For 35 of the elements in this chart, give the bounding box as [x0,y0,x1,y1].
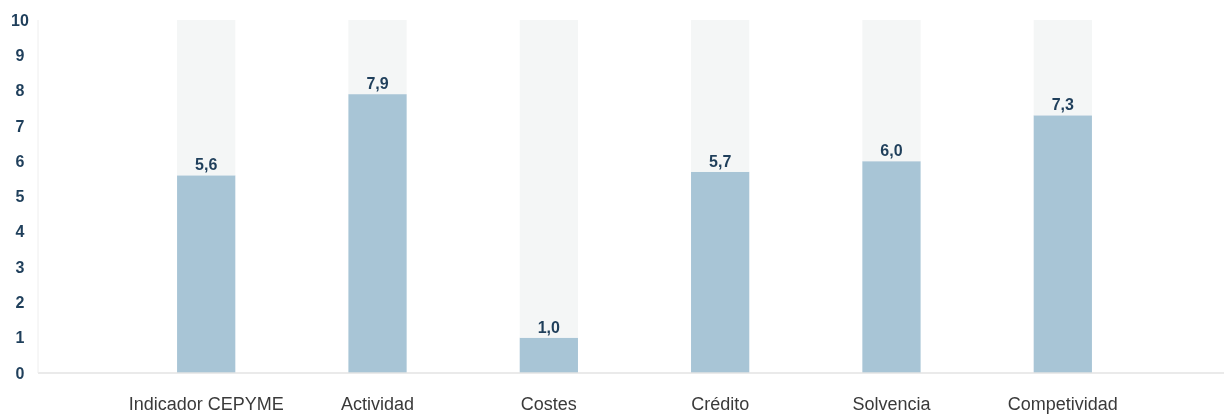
y-tick-label: 7 [15,117,25,135]
bar [177,175,236,373]
data-label: 6,0 [880,142,903,160]
bar [177,20,236,176]
y-tick-label: 6 [15,152,25,170]
y-tick-label: 2 [15,294,25,311]
data-label: 5,6 [195,156,218,174]
bar [691,171,750,373]
y-tick-label: 1 [15,329,25,347]
y-tick-label: 0 [15,364,25,382]
data-label: 7,3 [1051,96,1075,114]
data-label: 7,9 [366,75,389,93]
bar [691,20,750,172]
x-tick-label: Actividad [340,394,415,414]
bar [519,337,578,373]
bar [348,94,407,373]
data-label: 5,7 [709,152,732,170]
bar [862,161,921,373]
x-tick-label: Competividad [1007,394,1118,414]
y-tick-label: 10 [11,11,29,29]
y-tick-label: 3 [15,258,25,276]
x-tick-label: Costes [520,394,577,414]
x-tick-label: Crédito [691,394,750,414]
bar [519,20,578,338]
bar [862,20,921,162]
y-tick-label: 5 [15,188,25,206]
bar [1033,115,1092,373]
bar [1033,20,1092,116]
y-tick-label: 4 [15,223,25,241]
bar [348,20,407,95]
x-tick-label: Solvencia [852,394,932,414]
x-tick-label: Indicador CEPYME [128,394,284,414]
data-label: 1,0 [537,318,561,336]
y-tick-label: 9 [15,46,25,64]
y-tick-label: 8 [15,82,25,100]
